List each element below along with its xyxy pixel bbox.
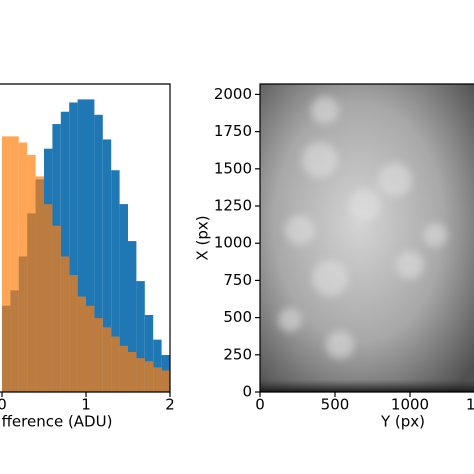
x-tick-label: 0	[255, 396, 265, 414]
bar	[136, 358, 145, 392]
bar	[77, 296, 86, 392]
bar	[128, 351, 137, 392]
x-axis-label: Y (px)	[380, 413, 425, 431]
bar	[69, 102, 78, 392]
bar	[144, 361, 154, 392]
bar	[144, 315, 154, 392]
bar	[111, 336, 120, 392]
x-tick-label: 1	[81, 396, 91, 414]
bar	[86, 99, 95, 393]
bar	[153, 339, 162, 392]
x-tick-label: 1000	[391, 396, 429, 414]
image	[260, 84, 474, 392]
x-tick-label: 500	[321, 396, 350, 414]
bar	[119, 345, 128, 392]
bar	[136, 281, 145, 392]
y-tick-label: 500	[223, 308, 252, 326]
bar	[94, 318, 103, 392]
x-tick-label: 2	[165, 396, 175, 414]
bar	[153, 367, 162, 392]
x-axis-label: fference (ADU)	[2, 413, 113, 431]
x-tick-label: 0	[0, 396, 7, 414]
bar	[10, 136, 19, 392]
axes-frame	[259, 83, 474, 393]
y-tick-label: 1000	[214, 234, 252, 252]
bar	[60, 256, 70, 392]
y-tick-label: 750	[223, 271, 252, 289]
y-tick-label: 1750	[214, 122, 252, 140]
bar	[119, 204, 128, 392]
bar	[94, 114, 103, 393]
bar	[52, 225, 61, 392]
bar	[111, 170, 120, 392]
bar	[102, 327, 112, 392]
bar	[77, 99, 86, 393]
bar	[60, 111, 70, 392]
y-tick-label: 2000	[214, 85, 252, 103]
bar	[86, 305, 95, 392]
bar	[128, 241, 137, 392]
bar	[69, 274, 78, 392]
axes-frame	[0, 83, 171, 393]
bar	[2, 136, 11, 392]
y-tick-label: 250	[223, 345, 252, 363]
bar	[161, 370, 170, 392]
y-tick-label: 0	[242, 383, 252, 401]
y-tick-label: 1250	[214, 197, 252, 215]
x-tick-label: 1500	[466, 396, 474, 414]
y-tick-label: 1500	[214, 159, 252, 177]
y-axis-label: X (px)	[194, 215, 212, 260]
bar	[18, 142, 28, 392]
bar	[102, 139, 112, 392]
bar	[44, 204, 53, 392]
bar	[27, 154, 36, 392]
bar	[35, 176, 44, 392]
